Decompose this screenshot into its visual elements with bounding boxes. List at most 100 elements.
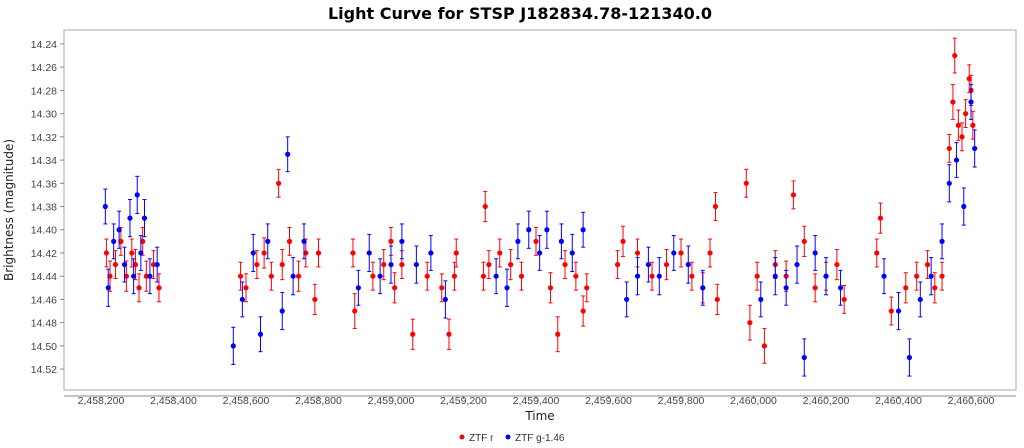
data-point xyxy=(493,273,499,279)
data-point xyxy=(303,250,309,256)
data-point xyxy=(968,99,974,105)
y-tick-label: 14.32 xyxy=(31,132,57,144)
y-axis-label: Brightness (magnitude) xyxy=(2,139,16,281)
data-point xyxy=(562,261,568,268)
data-point xyxy=(961,203,967,210)
data-point xyxy=(250,250,256,256)
data-point xyxy=(504,285,510,291)
data-point xyxy=(963,111,969,117)
data-point xyxy=(424,273,430,279)
data-point xyxy=(801,238,807,244)
data-point xyxy=(747,320,753,326)
data-point xyxy=(381,261,387,268)
data-point xyxy=(946,145,952,152)
data-point xyxy=(881,273,887,279)
data-point xyxy=(558,238,564,244)
data-point xyxy=(580,308,586,314)
data-point xyxy=(243,285,249,291)
data-point xyxy=(903,285,909,291)
data-point xyxy=(156,285,162,291)
data-point xyxy=(350,250,356,256)
x-tick-label: 2,460,000 xyxy=(730,395,777,407)
data-point xyxy=(946,180,952,186)
data-point xyxy=(141,215,148,221)
data-point xyxy=(928,273,934,279)
data-point xyxy=(399,238,405,244)
data-point xyxy=(111,238,117,244)
data-point xyxy=(121,261,128,268)
y-tick-label: 14.26 xyxy=(31,62,57,74)
data-point xyxy=(480,273,487,279)
data-point xyxy=(955,122,961,128)
data-point xyxy=(116,227,122,233)
y-tick-label: 14.24 xyxy=(31,39,57,51)
x-tick-label: 2,459,200 xyxy=(440,395,487,407)
data-point xyxy=(103,250,110,256)
data-point xyxy=(917,296,923,303)
data-point xyxy=(573,273,579,279)
y-tick-label: 14.34 xyxy=(31,155,57,167)
data-point xyxy=(761,343,768,349)
data-point xyxy=(966,76,972,82)
data-point xyxy=(634,250,641,256)
data-point xyxy=(888,308,894,314)
data-point xyxy=(102,203,108,210)
data-point xyxy=(123,273,129,279)
chart-title: Light Curve for STSP J182834.78-121340.0 xyxy=(328,4,712,23)
data-point xyxy=(112,261,119,268)
data-point xyxy=(950,99,956,105)
data-point xyxy=(352,308,358,314)
data-point xyxy=(370,273,376,279)
data-point xyxy=(837,285,844,291)
data-point xyxy=(428,250,434,256)
data-point xyxy=(413,261,419,268)
y-axis: 14.24 14.26 14.28 14.30 14.32 14.34 14.36 14.38… xyxy=(31,39,64,376)
data-point xyxy=(874,250,880,256)
data-point xyxy=(645,261,651,268)
data-point xyxy=(952,52,958,59)
y-tick-label: 14.52 xyxy=(31,364,57,376)
data-point xyxy=(279,261,285,268)
y-tick-label: 14.40 xyxy=(31,225,57,237)
legend-label-ztf-r: ZTF r xyxy=(469,433,494,444)
data-point xyxy=(569,250,575,256)
data-point xyxy=(388,261,394,268)
data-point xyxy=(265,238,271,244)
data-point xyxy=(972,145,978,152)
data-point xyxy=(515,238,521,244)
data-point xyxy=(544,227,550,233)
x-tick-label: 2,459,800 xyxy=(658,395,705,407)
data-point xyxy=(877,215,884,221)
y-tick-label: 14.36 xyxy=(31,178,57,190)
data-point xyxy=(312,296,318,303)
data-point xyxy=(914,273,920,279)
data-point xyxy=(290,273,296,279)
data-point xyxy=(663,261,670,268)
legend-marker-ztf-g xyxy=(505,434,511,440)
x-tick-label: 2,460,200 xyxy=(803,395,850,407)
data-point xyxy=(453,250,459,256)
data-point xyxy=(959,134,965,140)
data-point xyxy=(533,238,539,244)
data-point xyxy=(268,273,274,279)
x-tick-label: 2,458,800 xyxy=(295,395,342,407)
data-point xyxy=(237,273,244,279)
x-axis-label: Time xyxy=(524,409,554,423)
data-point xyxy=(772,273,778,279)
data-point xyxy=(685,261,691,268)
data-point xyxy=(671,250,677,256)
data-point xyxy=(790,192,797,198)
data-point xyxy=(150,261,157,268)
data-point xyxy=(634,273,641,279)
plot-area xyxy=(63,29,1017,391)
data-point xyxy=(812,250,818,256)
x-tick-label: 2,458,200 xyxy=(78,395,125,407)
data-point xyxy=(812,285,818,291)
data-point xyxy=(526,227,532,233)
data-point xyxy=(239,296,245,303)
data-point xyxy=(127,215,133,221)
x-tick-label: 2,459,400 xyxy=(513,395,560,407)
data-points xyxy=(102,37,978,377)
data-point xyxy=(377,273,383,279)
